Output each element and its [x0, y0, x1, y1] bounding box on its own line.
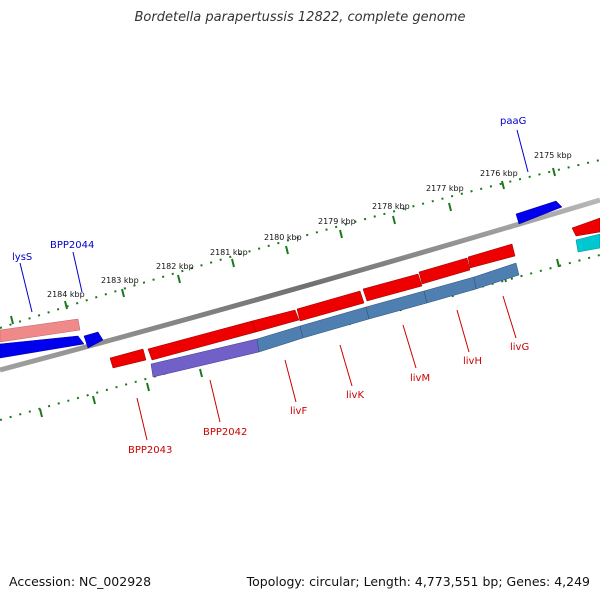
scale-label: 2178 kbp — [372, 202, 410, 211]
scale-label: 2179 kbp — [318, 217, 356, 226]
gene-arrow-right-red — [571, 217, 600, 237]
forward-labels: paaG BPP2044 lysS — [12, 116, 529, 313]
gene-arrow-BPP2043 — [109, 348, 147, 369]
scale-label: 2182 kbp — [156, 262, 194, 271]
scale-label: 2184 kbp — [47, 290, 85, 299]
gene-arrow-paaG — [515, 200, 563, 225]
scale-label: 2183 kbp — [101, 276, 139, 285]
scale-label: 2177 kbp — [426, 184, 464, 193]
gene-arrow-livM — [362, 273, 423, 302]
scale-label: 2175 kbp — [534, 151, 572, 160]
gene-label-lysS: lysS — [12, 252, 32, 263]
gene-arrow-BPP2044b — [83, 331, 104, 349]
scale-label: 2181 kbp — [210, 248, 248, 257]
gene-label-BPP2043: BPP2043 — [128, 445, 172, 456]
gene-label-livM: livM — [410, 373, 430, 384]
reverse-genes — [109, 217, 600, 378]
gene-label-BPP2044: BPP2044 — [50, 240, 94, 251]
gene-label-livF: livF — [290, 406, 307, 417]
gene-label-paaG: paaG — [500, 116, 526, 127]
gene-label-livG: livG — [510, 342, 529, 353]
genome-backbone — [0, 197, 600, 373]
map-title: Bordetella parapertussis 12822, complete… — [134, 10, 466, 25]
accession-text: Accession: NC_002928 — [9, 574, 152, 589]
gene-arrow-livH — [418, 257, 471, 285]
gene-label-livK: livK — [346, 390, 364, 401]
gene-arrow-livG — [467, 243, 516, 269]
genome-summary-text: Topology: circular; Length: 4,773,551 bp… — [246, 574, 590, 589]
gene-arrow-livG-blue — [473, 262, 520, 290]
gene-label-livH: livH — [463, 356, 482, 367]
scale-labels: 2175 kbp 2176 kbp 2177 kbp 2178 kbp 2179… — [47, 151, 572, 299]
gene-arrow-lysS — [0, 318, 81, 343]
scale-label: 2176 kbp — [480, 169, 518, 178]
gene-arrow-right-cyan — [575, 233, 600, 253]
gene-arrow-livK — [296, 290, 365, 322]
gene-arrow-livF — [251, 309, 300, 333]
reverse-labels: livG livH livM livK livF BPP2042 BPP2043 — [128, 295, 529, 456]
gene-label-BPP2042: BPP2042 — [203, 427, 247, 438]
gene-arrow-BPP2044 — [0, 335, 85, 359]
scale-label: 2180 kbp — [264, 233, 302, 242]
